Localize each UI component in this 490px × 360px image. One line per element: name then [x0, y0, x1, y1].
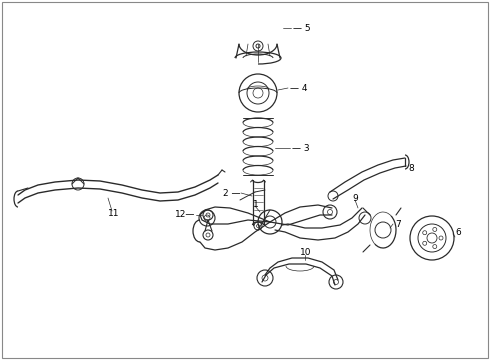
Text: 12—: 12—: [174, 210, 195, 219]
Text: — 5: — 5: [293, 23, 311, 32]
Text: 1: 1: [253, 199, 259, 208]
Text: 6: 6: [455, 228, 461, 237]
Text: 10: 10: [300, 248, 312, 257]
Text: — 4: — 4: [290, 84, 308, 93]
Text: 11: 11: [108, 208, 120, 217]
Text: 8: 8: [408, 163, 414, 172]
Text: 7: 7: [395, 220, 401, 229]
Text: — 3: — 3: [292, 144, 310, 153]
Text: 2 —: 2 —: [222, 189, 240, 198]
Text: 9: 9: [352, 194, 358, 202]
